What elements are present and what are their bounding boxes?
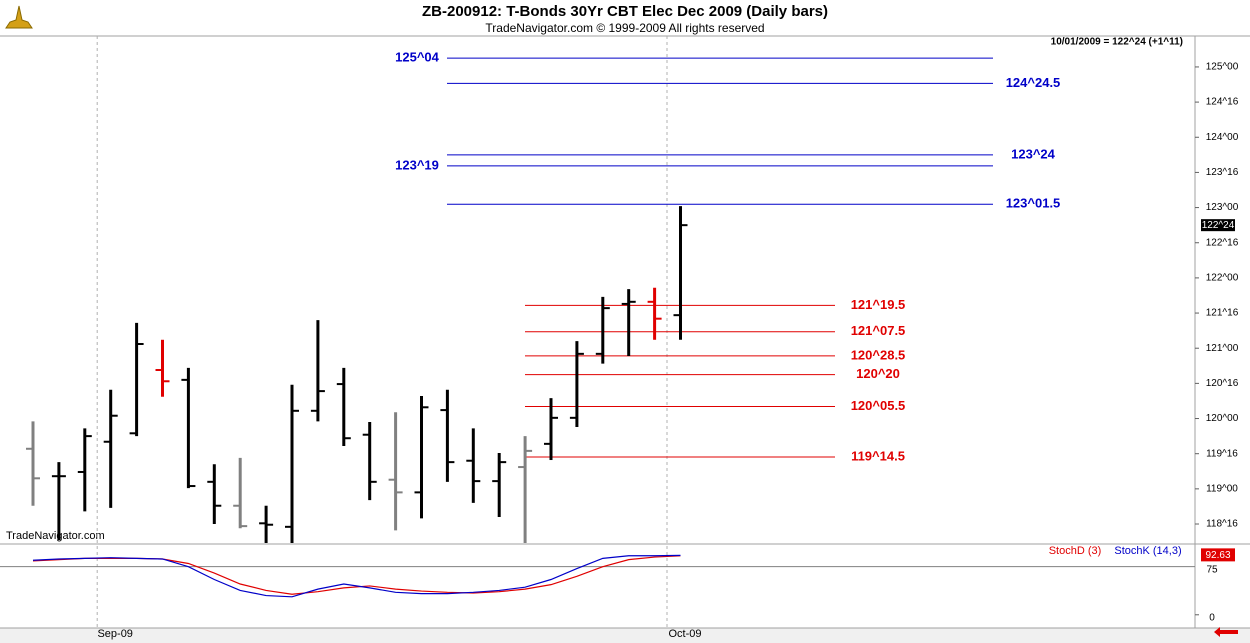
y-tick-label: 120^00 xyxy=(1206,413,1239,424)
level-label: 121^19.5 xyxy=(851,297,906,312)
y-tick-label: 118^16 xyxy=(1206,519,1238,530)
level-label: 123^01.5 xyxy=(1006,196,1061,211)
chart-title: ZB-200912: T-Bonds 30Yr CBT Elec Dec 200… xyxy=(422,3,828,20)
legend-entry: StochK (14,3) xyxy=(1114,545,1181,557)
level-label: 123^19 xyxy=(395,157,439,172)
level-label: 125^04 xyxy=(395,50,440,65)
level-label: 120^05.5 xyxy=(851,398,906,413)
info-text: 10/01/2009 = 122^24 (+1^11) xyxy=(1051,37,1183,48)
x-axis-band xyxy=(0,628,1250,643)
y-tick-label: 119^16 xyxy=(1206,448,1238,459)
level-label: 124^24.5 xyxy=(1006,75,1061,90)
level-label: 123^24 xyxy=(1011,146,1056,161)
y-tick-label: 0 xyxy=(1209,612,1215,623)
legend-entry: StochD (3) xyxy=(1049,545,1102,557)
y-tick-label: 121^16 xyxy=(1206,308,1239,319)
last-value-tag xyxy=(1201,548,1235,562)
logo xyxy=(5,5,33,29)
y-tick-label: 123^00 xyxy=(1206,202,1239,213)
x-tick-label: Sep-09 xyxy=(97,628,132,640)
y-tick-label: 124^16 xyxy=(1206,97,1239,108)
last-price-tag xyxy=(1201,219,1235,232)
level-label: 120^20 xyxy=(856,366,900,381)
x-tick-label: Oct-09 xyxy=(668,628,701,640)
y-tick-label: 122^16 xyxy=(1206,237,1239,248)
level-label: 119^14.5 xyxy=(851,448,905,463)
y-tick-label: 75 xyxy=(1206,564,1218,575)
last-value-label: 92.63 xyxy=(1205,550,1230,561)
y-tick-label: 119^00 xyxy=(1206,483,1238,494)
y-tick-label: 121^00 xyxy=(1206,343,1239,354)
last-price-label: 122^24 xyxy=(1202,220,1235,231)
chart-subtitle: TradeNavigator.com © 1999-2009 All right… xyxy=(485,21,764,35)
y-tick-label: 123^16 xyxy=(1206,167,1239,178)
y-tick-label: 125^00 xyxy=(1206,62,1239,73)
scroll-arrow[interactable] xyxy=(1214,627,1238,637)
level-label: 121^07.5 xyxy=(851,323,906,338)
y-tick-label: 124^00 xyxy=(1206,132,1239,143)
y-tick-label: 120^16 xyxy=(1206,378,1239,389)
level-label: 120^28.5 xyxy=(851,347,906,362)
stoch-line xyxy=(32,554,681,598)
y-tick-label: 122^00 xyxy=(1206,273,1239,284)
watermark: TradeNavigator.com xyxy=(6,530,105,542)
